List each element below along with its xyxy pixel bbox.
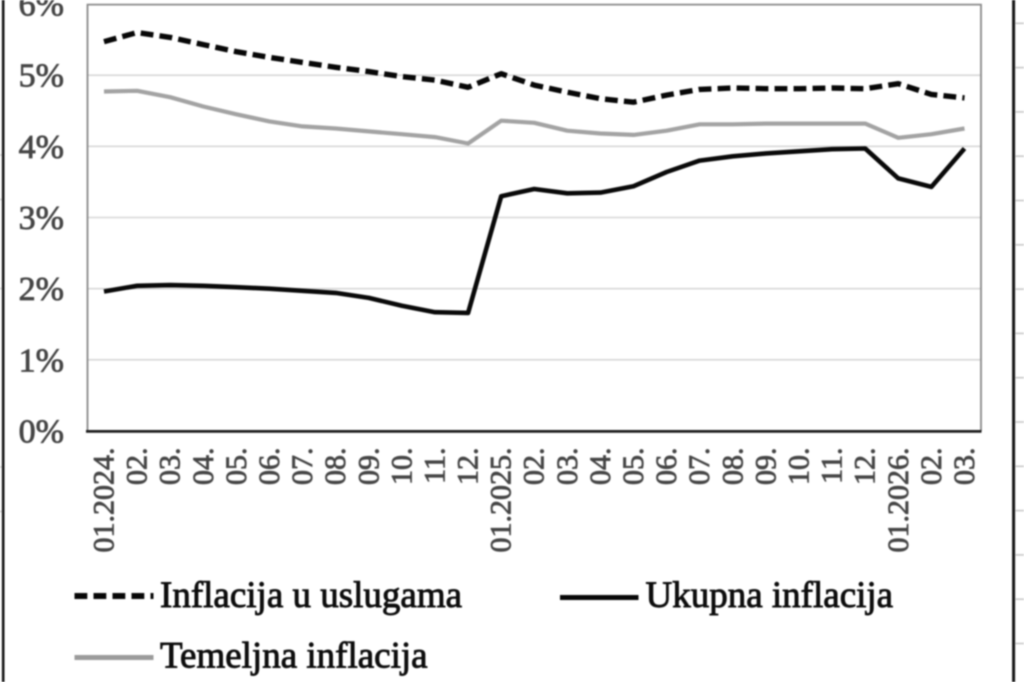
svg-text:3%: 3%: [19, 200, 64, 237]
svg-text:6%: 6%: [19, 0, 64, 24]
svg-text:08.: 08.: [319, 448, 352, 486]
svg-text:0%: 0%: [19, 414, 64, 451]
svg-text:04.: 04.: [584, 448, 617, 486]
svg-text:12.: 12.: [849, 448, 882, 486]
svg-text:1%: 1%: [19, 342, 64, 379]
svg-text:08.: 08.: [716, 448, 749, 486]
svg-text:2%: 2%: [19, 271, 64, 308]
svg-text:01.2025.: 01.2025.: [485, 448, 518, 553]
svg-text:01.2026.: 01.2026.: [882, 448, 915, 553]
svg-text:07.: 07.: [683, 448, 716, 486]
svg-text:Ukupna inflacija: Ukupna inflacija: [646, 575, 894, 616]
svg-text:5%: 5%: [19, 58, 64, 95]
svg-text:05.: 05.: [617, 448, 650, 486]
svg-text:4%: 4%: [19, 129, 64, 166]
svg-text:07.: 07.: [286, 448, 319, 486]
svg-text:Temeljna inflacija: Temeljna inflacija: [160, 636, 428, 677]
svg-text:04.: 04.: [187, 448, 220, 486]
svg-text:11.: 11.: [419, 448, 452, 484]
svg-text:Inflacija u uslugama: Inflacija u uslugama: [160, 575, 462, 616]
svg-text:06.: 06.: [650, 448, 683, 486]
svg-text:01.2024.: 01.2024.: [88, 448, 121, 553]
svg-text:09.: 09.: [352, 448, 385, 486]
svg-text:12.: 12.: [452, 448, 485, 486]
svg-text:02.: 02.: [518, 448, 551, 486]
svg-text:10.: 10.: [385, 448, 418, 486]
svg-text:02.: 02.: [121, 448, 154, 486]
svg-text:03.: 03.: [948, 448, 981, 486]
svg-text:05.: 05.: [220, 448, 253, 486]
svg-text:11.: 11.: [816, 448, 849, 484]
svg-text:10.: 10.: [783, 448, 816, 486]
svg-text:03.: 03.: [154, 448, 187, 486]
svg-text:06.: 06.: [253, 448, 286, 486]
svg-text:03.: 03.: [551, 448, 584, 486]
svg-text:09.: 09.: [749, 448, 782, 486]
svg-text:02.: 02.: [915, 448, 948, 486]
